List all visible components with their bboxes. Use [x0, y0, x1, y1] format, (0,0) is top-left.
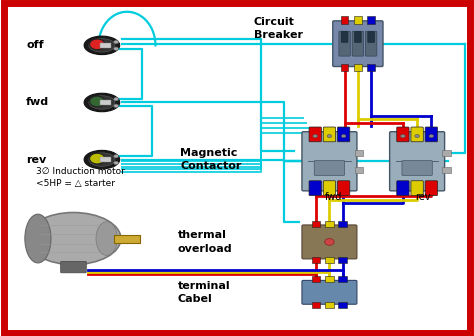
FancyBboxPatch shape [390, 132, 445, 191]
Bar [338, 276, 347, 282]
Bar [354, 16, 362, 24]
FancyBboxPatch shape [397, 127, 409, 142]
Bar [367, 16, 375, 24]
Text: 3∅ Induction motor: 3∅ Induction motor [36, 167, 124, 176]
Bar [325, 276, 334, 282]
FancyBboxPatch shape [302, 225, 357, 259]
Circle shape [90, 39, 105, 50]
Bar [355, 167, 363, 173]
Ellipse shape [89, 153, 115, 166]
Bar [312, 276, 320, 282]
Text: Breaker: Breaker [254, 30, 302, 40]
Circle shape [415, 134, 419, 138]
Bar [312, 302, 320, 308]
Circle shape [114, 161, 118, 165]
Ellipse shape [84, 151, 119, 169]
Circle shape [114, 104, 118, 108]
FancyBboxPatch shape [333, 21, 383, 67]
Circle shape [90, 96, 105, 107]
Bar [338, 257, 347, 263]
Bar [341, 16, 348, 24]
FancyBboxPatch shape [337, 127, 350, 142]
Bar [442, 150, 451, 156]
Bar [354, 64, 362, 71]
Text: <5HP = △ starter: <5HP = △ starter [36, 179, 115, 187]
Text: Circuit: Circuit [254, 17, 294, 27]
FancyBboxPatch shape [425, 181, 438, 196]
Text: rev: rev [26, 155, 46, 165]
FancyBboxPatch shape [368, 32, 374, 42]
FancyBboxPatch shape [309, 127, 321, 142]
Text: fwd: fwd [26, 97, 49, 108]
Bar [355, 150, 363, 156]
Bar [338, 221, 347, 227]
Ellipse shape [84, 36, 119, 55]
FancyBboxPatch shape [309, 181, 321, 196]
Bar [341, 64, 348, 71]
Text: overload: overload [178, 244, 232, 254]
FancyBboxPatch shape [397, 181, 409, 196]
Text: Cabel: Cabel [178, 294, 212, 304]
Circle shape [114, 155, 118, 158]
Circle shape [114, 40, 118, 44]
FancyBboxPatch shape [341, 32, 348, 42]
FancyBboxPatch shape [355, 32, 361, 42]
Circle shape [90, 153, 105, 164]
FancyBboxPatch shape [339, 31, 350, 56]
Bar [325, 257, 334, 263]
FancyBboxPatch shape [337, 181, 350, 196]
Ellipse shape [89, 39, 115, 52]
Text: Magnetic: Magnetic [180, 148, 237, 158]
FancyBboxPatch shape [323, 181, 336, 196]
Circle shape [325, 239, 334, 245]
Ellipse shape [89, 96, 115, 109]
Circle shape [114, 47, 118, 50]
FancyBboxPatch shape [314, 161, 345, 175]
Bar [114, 235, 140, 243]
Circle shape [313, 134, 318, 138]
Circle shape [341, 134, 346, 138]
Circle shape [429, 134, 434, 138]
Bar [442, 167, 451, 173]
Bar [325, 221, 334, 227]
Circle shape [114, 97, 118, 101]
Text: Contactor: Contactor [180, 161, 241, 171]
FancyBboxPatch shape [411, 181, 423, 196]
FancyBboxPatch shape [302, 132, 357, 191]
Bar [338, 302, 347, 308]
Ellipse shape [96, 222, 117, 255]
Text: off: off [26, 40, 44, 50]
FancyBboxPatch shape [323, 127, 336, 142]
Bar [100, 43, 111, 48]
FancyBboxPatch shape [302, 280, 357, 304]
Bar [312, 257, 320, 263]
Circle shape [327, 134, 332, 138]
Bar [100, 100, 111, 105]
Ellipse shape [26, 213, 121, 265]
Bar [367, 64, 375, 71]
Bar [325, 302, 334, 308]
Text: rev: rev [415, 192, 430, 202]
Circle shape [401, 134, 405, 138]
FancyBboxPatch shape [61, 261, 86, 273]
Ellipse shape [84, 93, 119, 112]
Bar [312, 221, 320, 227]
FancyBboxPatch shape [402, 161, 432, 175]
Bar [100, 157, 111, 162]
FancyBboxPatch shape [352, 31, 364, 56]
FancyBboxPatch shape [425, 127, 438, 142]
Text: thermal: thermal [178, 230, 227, 240]
Text: fwd: fwd [325, 192, 342, 202]
Ellipse shape [25, 214, 51, 263]
FancyBboxPatch shape [411, 127, 423, 142]
Text: terminal: terminal [178, 281, 230, 291]
FancyBboxPatch shape [365, 31, 377, 56]
